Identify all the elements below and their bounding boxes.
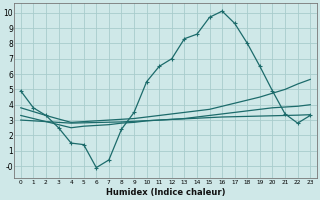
X-axis label: Humidex (Indice chaleur): Humidex (Indice chaleur) [106, 188, 225, 197]
